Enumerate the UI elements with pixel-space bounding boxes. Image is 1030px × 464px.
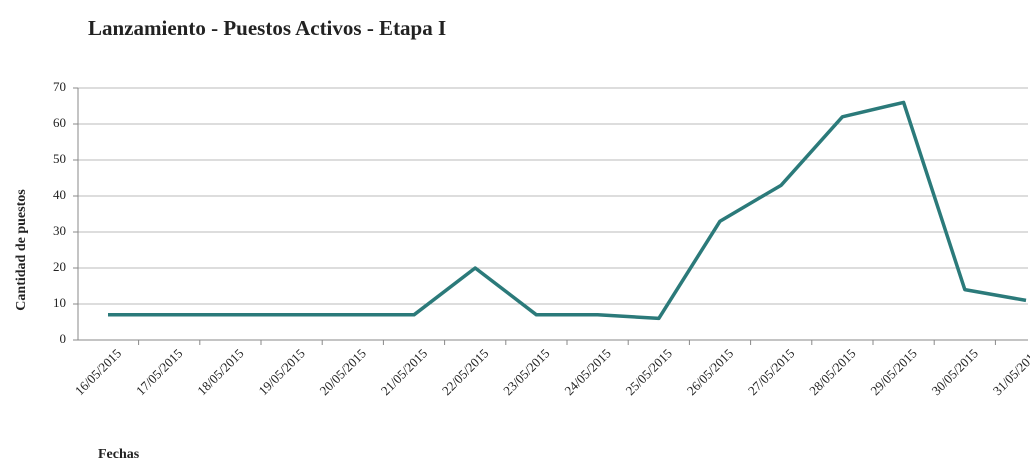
x-tick-label: 25/05/2015	[623, 346, 675, 398]
x-tick-label: 23/05/2015	[500, 346, 552, 398]
y-tick-label: 0	[60, 331, 67, 346]
y-tick-label: 20	[53, 259, 66, 274]
x-tick-label: 21/05/2015	[378, 346, 430, 398]
x-tick-label: 20/05/2015	[317, 346, 369, 398]
x-tick-label: 16/05/2015	[72, 346, 124, 398]
y-tick-label: 40	[53, 187, 66, 202]
x-tick-label: 28/05/2015	[806, 346, 858, 398]
x-tick-label: 17/05/2015	[133, 346, 185, 398]
x-tick-label: 30/05/2015	[929, 346, 981, 398]
x-tick-label: 26/05/2015	[684, 346, 736, 398]
chart-title: Lanzamiento - Puestos Activos - Etapa I	[88, 16, 446, 40]
y-tick-label: 70	[53, 79, 66, 94]
x-tick-label: 29/05/2015	[867, 346, 919, 398]
x-tick-label: 27/05/2015	[745, 346, 797, 398]
y-tick-label: 60	[53, 115, 66, 130]
x-tick-label: 31/05/2015	[990, 346, 1030, 398]
x-tick-label: 24/05/2015	[561, 346, 613, 398]
y-tick-label: 50	[53, 151, 66, 166]
x-axis-title: Fechas	[98, 447, 140, 462]
x-tick-label: 18/05/2015	[194, 346, 246, 398]
y-axis-title: Cantidad de puestos	[14, 189, 29, 311]
x-tick-label: 19/05/2015	[255, 346, 307, 398]
line	[108, 100, 1027, 321]
y-tick-label: 30	[53, 223, 66, 238]
x-tick-label: 22/05/2015	[439, 346, 491, 398]
y-tick-label: 10	[53, 295, 66, 310]
